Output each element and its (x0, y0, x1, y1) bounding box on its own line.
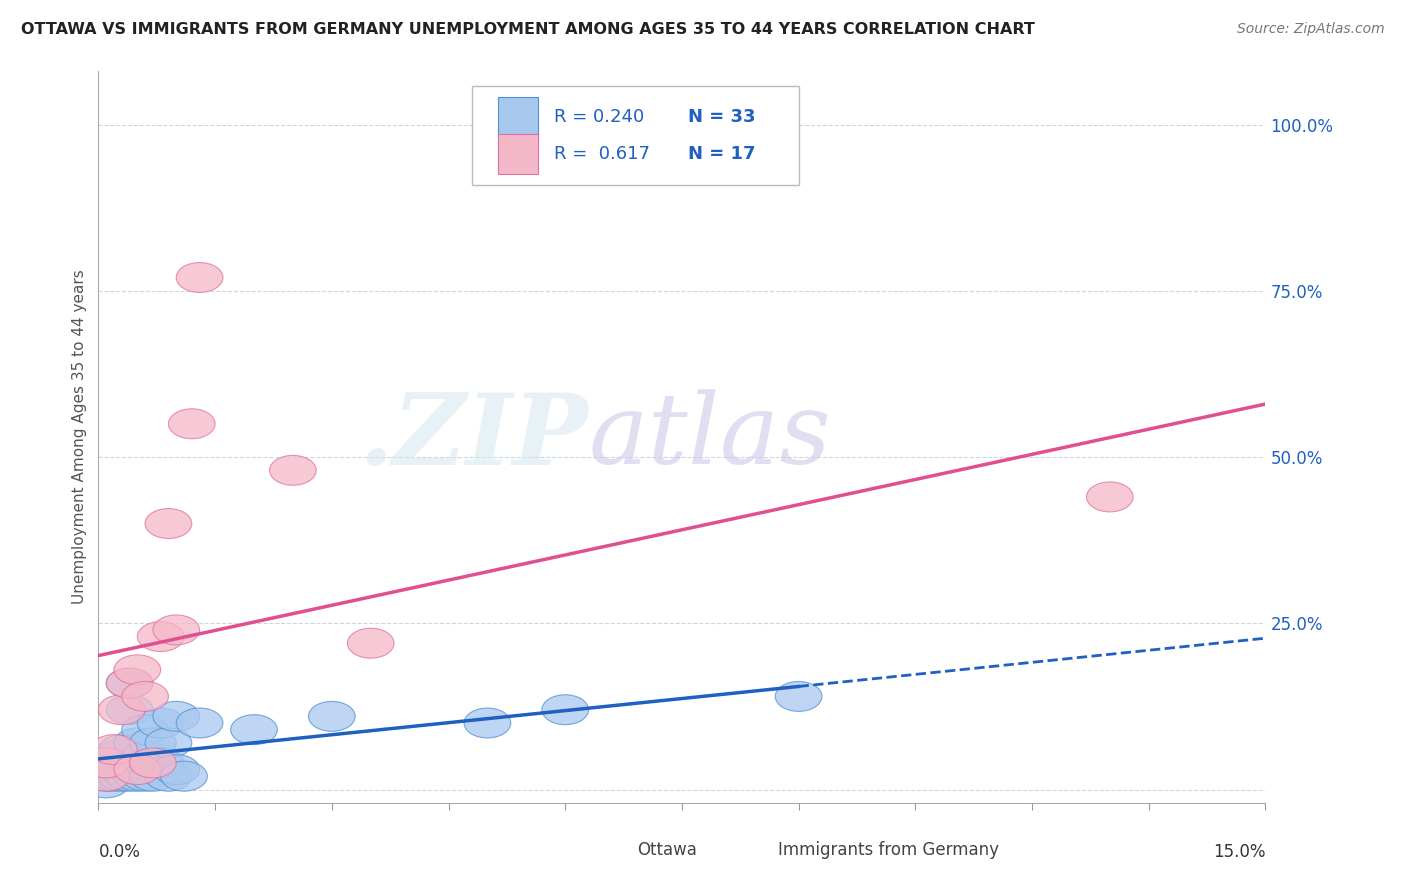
Ellipse shape (98, 761, 145, 791)
Ellipse shape (176, 262, 224, 293)
Ellipse shape (129, 761, 176, 791)
Ellipse shape (464, 708, 510, 738)
Ellipse shape (169, 409, 215, 439)
Text: N = 33: N = 33 (688, 108, 755, 126)
Ellipse shape (98, 755, 145, 785)
Text: Ottawa: Ottawa (637, 841, 697, 859)
Ellipse shape (138, 622, 184, 651)
Ellipse shape (114, 747, 160, 778)
Ellipse shape (231, 714, 277, 745)
Ellipse shape (153, 615, 200, 645)
Ellipse shape (308, 701, 356, 731)
Bar (741, 839, 769, 862)
Ellipse shape (145, 728, 191, 758)
Ellipse shape (90, 735, 138, 764)
Ellipse shape (176, 708, 224, 738)
Ellipse shape (347, 628, 394, 658)
Text: 0.0%: 0.0% (98, 843, 141, 861)
Ellipse shape (90, 741, 138, 772)
Ellipse shape (83, 761, 129, 791)
Ellipse shape (83, 768, 129, 797)
Ellipse shape (98, 735, 145, 764)
Text: .ZIP: .ZIP (359, 389, 589, 485)
Ellipse shape (145, 508, 191, 539)
Text: R = 0.240: R = 0.240 (554, 108, 644, 126)
Ellipse shape (107, 668, 153, 698)
Bar (600, 839, 630, 862)
Ellipse shape (129, 728, 176, 758)
Ellipse shape (90, 761, 138, 791)
Y-axis label: Unemployment Among Ages 35 to 44 years: Unemployment Among Ages 35 to 44 years (72, 269, 87, 605)
Ellipse shape (270, 455, 316, 485)
Ellipse shape (114, 761, 160, 791)
Ellipse shape (83, 747, 129, 778)
Ellipse shape (153, 755, 200, 785)
Ellipse shape (122, 761, 169, 791)
Ellipse shape (122, 741, 169, 772)
Ellipse shape (153, 701, 200, 731)
Ellipse shape (138, 708, 184, 738)
Ellipse shape (122, 714, 169, 745)
Text: OTTAWA VS IMMIGRANTS FROM GERMANY UNEMPLOYMENT AMONG AGES 35 TO 44 YEARS CORRELA: OTTAWA VS IMMIGRANTS FROM GERMANY UNEMPL… (21, 22, 1035, 37)
FancyBboxPatch shape (472, 86, 799, 185)
Ellipse shape (160, 761, 207, 791)
Text: R =  0.617: R = 0.617 (554, 145, 650, 163)
Ellipse shape (114, 655, 160, 685)
Ellipse shape (114, 728, 160, 758)
Ellipse shape (145, 761, 191, 791)
Ellipse shape (83, 755, 129, 785)
Ellipse shape (90, 747, 138, 778)
Text: atlas: atlas (589, 390, 831, 484)
Ellipse shape (122, 681, 169, 712)
Ellipse shape (83, 761, 129, 791)
Text: 15.0%: 15.0% (1213, 843, 1265, 861)
Bar (498, 96, 538, 137)
Ellipse shape (98, 695, 145, 724)
Ellipse shape (107, 695, 153, 724)
Ellipse shape (129, 747, 176, 778)
Ellipse shape (114, 755, 160, 785)
Ellipse shape (1087, 482, 1133, 512)
Text: N = 17: N = 17 (688, 145, 755, 163)
Ellipse shape (541, 695, 589, 724)
Ellipse shape (107, 668, 153, 698)
Ellipse shape (775, 681, 823, 712)
Bar (498, 134, 538, 174)
Text: Source: ZipAtlas.com: Source: ZipAtlas.com (1237, 22, 1385, 37)
Text: Immigrants from Germany: Immigrants from Germany (778, 841, 998, 859)
Ellipse shape (107, 761, 153, 791)
Ellipse shape (138, 747, 184, 778)
